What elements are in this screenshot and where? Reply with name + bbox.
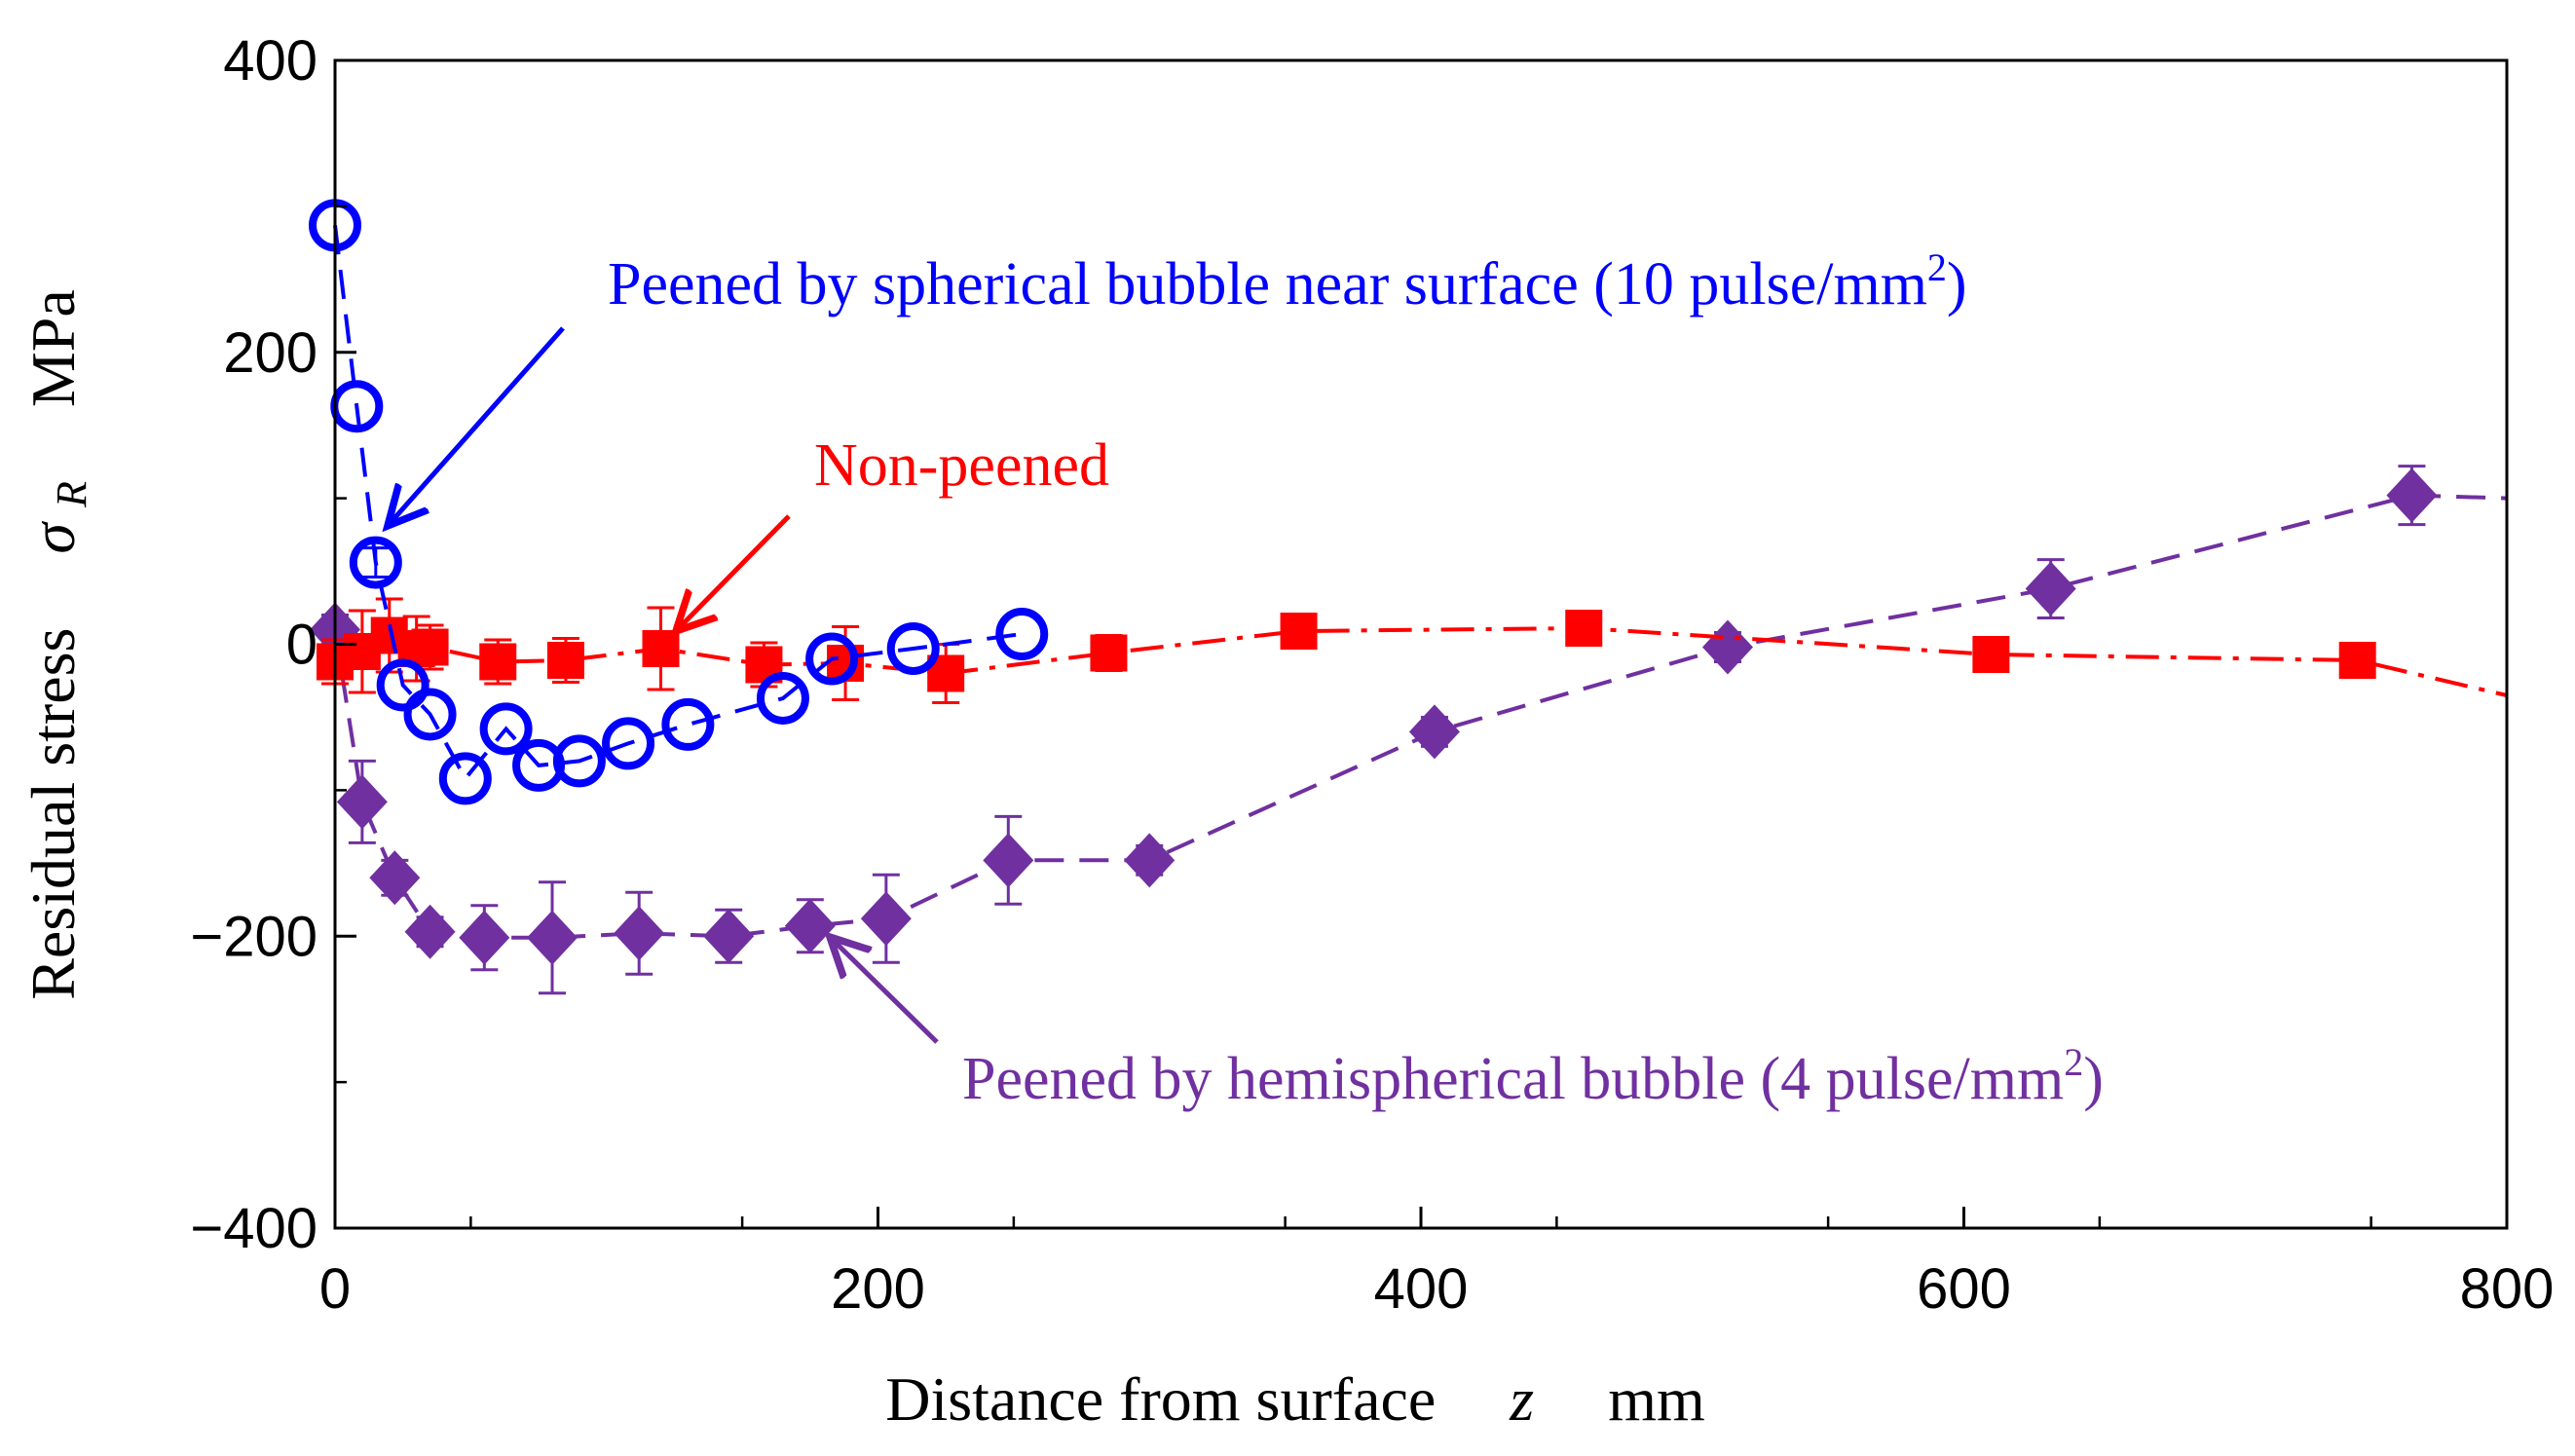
data-point — [459, 910, 510, 965]
series-2 — [310, 465, 2508, 995]
x-axis-unit: mm — [1608, 1364, 1705, 1434]
x-axis-label-text: Distance from surface — [885, 1364, 1436, 1434]
y-tick-label: −200 — [190, 905, 317, 968]
data-point — [1408, 704, 1460, 760]
data-point — [756, 671, 809, 725]
data-point — [2386, 467, 2438, 523]
data-point — [369, 850, 421, 906]
annotation-spherical: Peened by spherical bubble near surface … — [608, 245, 1967, 317]
series-1 — [309, 199, 1049, 805]
data-point — [411, 628, 449, 666]
annotation-hemispherical-text: Peened by hemispherical bubble (4 pulse/… — [962, 1046, 2064, 1112]
annotation-spherical-sup: 2 — [1927, 245, 1947, 289]
data-point — [479, 702, 533, 756]
y-tick-label: 400 — [223, 29, 317, 93]
annotation-hemispherical-arrow — [830, 937, 939, 1044]
data-point — [403, 688, 457, 741]
annotation-non-peened-arrow — [676, 514, 791, 631]
y-axis-variable: σ — [19, 521, 88, 554]
data-point — [703, 909, 755, 964]
annotation-spherical-close: ) — [1947, 251, 1967, 317]
data-point — [479, 643, 517, 681]
data-point — [2025, 561, 2076, 616]
data-point — [642, 629, 680, 667]
x-tick-label: 200 — [831, 1257, 925, 1321]
data-point — [552, 734, 606, 788]
x-axis-variable: z — [1509, 1364, 1534, 1434]
data-point — [805, 632, 859, 686]
data-point — [1090, 634, 1128, 672]
annotation-hemispherical-sup: 2 — [2064, 1040, 2083, 1084]
data-point — [614, 906, 665, 961]
data-point — [983, 833, 1034, 888]
y-tick-label: 0 — [286, 614, 317, 677]
annotation-hemispherical-close: ) — [2083, 1046, 2104, 1112]
data-point — [995, 608, 1049, 661]
data-point — [784, 898, 836, 953]
data-point — [349, 536, 402, 589]
data-point — [404, 904, 456, 959]
y-axis-label-text: Residual stress — [19, 628, 88, 1000]
y-tick-label: 200 — [223, 321, 317, 385]
data-point — [886, 621, 940, 675]
annotation-hemispherical: Peened by hemispherical bubble (4 pulse/… — [962, 1040, 2104, 1112]
y-tick-label: −400 — [190, 1197, 317, 1260]
data-point — [860, 891, 912, 947]
series-0 — [317, 597, 2508, 704]
x-tick-label: 400 — [1374, 1257, 1469, 1321]
data-point — [376, 658, 429, 712]
data-point — [1124, 833, 1176, 888]
x-axis-title: Distance from surface z mm — [885, 1364, 1705, 1434]
data-point — [1701, 619, 1753, 675]
x-tick-label: 600 — [1917, 1257, 2011, 1321]
data-point — [438, 752, 492, 805]
annotation-spherical-arrow — [388, 326, 565, 526]
data-point — [661, 697, 715, 751]
data-point — [1280, 613, 1318, 651]
x-tick-label: 0 — [319, 1257, 351, 1321]
data-point — [2338, 641, 2376, 679]
data-point — [527, 910, 578, 965]
data-point — [1972, 635, 2010, 673]
y-axis-title: Residual stress σ R MPa — [19, 289, 99, 1000]
x-tick-label: 800 — [2460, 1257, 2555, 1321]
annotation-spherical-text: Peened by spherical bubble near surface … — [608, 251, 1927, 317]
axis-ticks: 0 200 400 600 800 400 200 0 −200 −400 — [190, 29, 2554, 1321]
y-axis-variable-subscript: R — [48, 481, 95, 508]
series-layer — [309, 199, 2508, 995]
data-point — [546, 641, 584, 679]
data-point — [336, 774, 388, 830]
data-point — [602, 717, 655, 770]
data-point — [1565, 610, 1603, 648]
annotation-non-peened: Non-peened — [814, 432, 1109, 499]
y-axis-unit: MPa — [19, 289, 88, 407]
